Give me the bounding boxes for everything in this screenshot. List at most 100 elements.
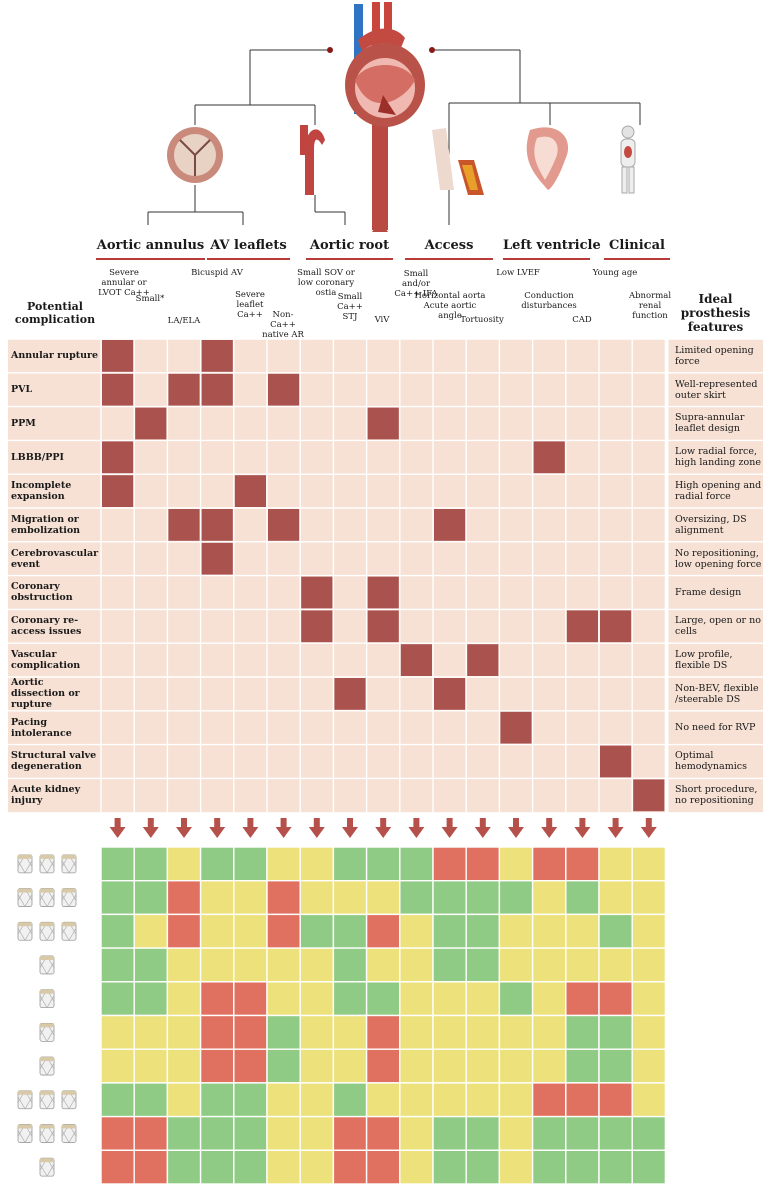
complication-label: Coronary obstruction (11, 581, 73, 604)
complication-mark (566, 610, 598, 643)
valve-rating-cell (100, 1149, 135, 1185)
ideal-feature-label: No repositioning, low opening force (675, 547, 762, 570)
valve-rating-cell (598, 913, 633, 949)
risk-factor-label: Severe leaflet Ca++ (235, 290, 265, 320)
risk-factor-label: Low LVEF (496, 268, 540, 278)
down-arrow-icon (242, 818, 259, 838)
valve-rating-cell (399, 880, 434, 916)
complication-mark (102, 340, 134, 372)
valve-trio-icon (17, 1123, 77, 1144)
valve-rating-cell (498, 846, 534, 882)
complication-mark (201, 373, 233, 406)
valve-rating-cell (565, 1014, 600, 1050)
valve-rating-cell (531, 1149, 567, 1185)
complication-mark (600, 745, 632, 778)
valve-rating-cell (166, 913, 202, 949)
valve-trio-icon (17, 854, 77, 874)
valve-rating-cell (365, 846, 401, 882)
valve-trio-icon (17, 921, 77, 941)
valve-rating-cell (133, 947, 169, 983)
complication-label: Coronary re-access issues (11, 615, 82, 638)
down-arrow-icon (541, 818, 558, 838)
valve-rating-cell (465, 1014, 501, 1050)
valve-rating-cell (233, 1082, 268, 1118)
valve-rating-cell (266, 947, 301, 983)
valve-rating-cell (465, 1149, 501, 1185)
valve-rating-cell (233, 981, 268, 1017)
valve-rating-cell (399, 1115, 434, 1151)
valve-trio-icon (17, 1090, 77, 1110)
valve-rating-cell (531, 880, 567, 916)
valve-rating-cell (565, 981, 600, 1017)
valve-rating-cell (598, 1149, 633, 1185)
valve-rating-cell (199, 1115, 235, 1151)
valve-rating-cell (100, 846, 135, 882)
valve-rating-cell (631, 846, 667, 882)
ideal-feature-label: Supra-annular leaflet design (675, 412, 745, 435)
down-arrow-icon (375, 818, 392, 838)
valve-rating-cell (266, 846, 301, 882)
valve-rating-cell (199, 846, 235, 882)
complication-mark (168, 373, 200, 406)
valve-rating-cell (631, 1082, 667, 1118)
valve-rating-cell (133, 1115, 169, 1151)
valve-rating-cell (100, 947, 135, 983)
valve-rating-cell (332, 846, 368, 882)
complication-mark (301, 610, 333, 643)
valve-rating-cell (598, 1014, 633, 1050)
category-av-leaflets: AV leaflets (210, 238, 287, 253)
valve-rating-cell (166, 846, 202, 882)
valve-rating-cell (233, 846, 268, 882)
valve-rating-cell (133, 1048, 169, 1084)
valve-rating-cell (133, 1014, 169, 1050)
valve-rating-cell (432, 880, 467, 916)
complication-mark (367, 407, 399, 440)
valve-rating-cell (498, 947, 534, 983)
risk-factor-label: Tortuosity (460, 315, 504, 325)
valve-rating-cell (299, 1048, 335, 1084)
complication-mark (467, 644, 499, 676)
valve-rating-cell (199, 981, 235, 1017)
valve-rating-cell (299, 1149, 335, 1185)
complication-row (8, 541, 763, 576)
down-arrow-icon (342, 818, 358, 838)
valve-rating-cell (133, 880, 169, 916)
valve-rating-cell (432, 1014, 467, 1050)
valve-rating-cell (266, 981, 301, 1017)
valve-rating-cell (199, 947, 235, 983)
complication-mark (102, 475, 134, 507)
complication-label: Migration or embolization (11, 513, 81, 536)
valve-rating-cell (133, 1149, 169, 1185)
complication-mark (633, 779, 665, 812)
category-left-ventricle: Left ventricle (503, 238, 601, 253)
complication-mark (533, 441, 565, 474)
valve-rating-cell (133, 1082, 169, 1118)
valve-rating-cell (465, 880, 501, 916)
valve-rating-cell (332, 1014, 368, 1050)
risk-factor-label: Horizontal aorta Acute aortic angle (414, 291, 486, 321)
valve-rating-cell (166, 1115, 202, 1151)
valve-rating-cell (432, 846, 467, 882)
aortic-annulus-icon (167, 127, 223, 183)
risk-factor-label: Abnormal renal function (628, 291, 672, 321)
ideal-feature-label: Low profile, flexible DS (675, 649, 733, 672)
valve-rating-cell (133, 846, 169, 882)
valve-rating-cell (399, 913, 434, 949)
down-arrow-icon (441, 818, 458, 838)
complication-mark (367, 576, 399, 609)
connector-dot (429, 47, 435, 53)
valve-rating-cell (465, 947, 501, 983)
valve-rating-cell (498, 1082, 534, 1118)
valve-rating-cell (598, 1082, 633, 1118)
valve-rating-cell (565, 1115, 600, 1151)
valve-rating-cell (166, 1149, 202, 1185)
risk-factor-label: Small SOV or low coronary ostia (297, 268, 355, 298)
complication-mark (201, 542, 233, 575)
valve-rating-cell (166, 981, 202, 1017)
valve-rating-cell (498, 981, 534, 1017)
category-aortic-annulus: Aortic annulus (96, 238, 205, 253)
valve-rating-cell (465, 913, 501, 949)
category-clinical: Clinical (609, 238, 665, 253)
valve-rating-cell (100, 1014, 135, 1050)
